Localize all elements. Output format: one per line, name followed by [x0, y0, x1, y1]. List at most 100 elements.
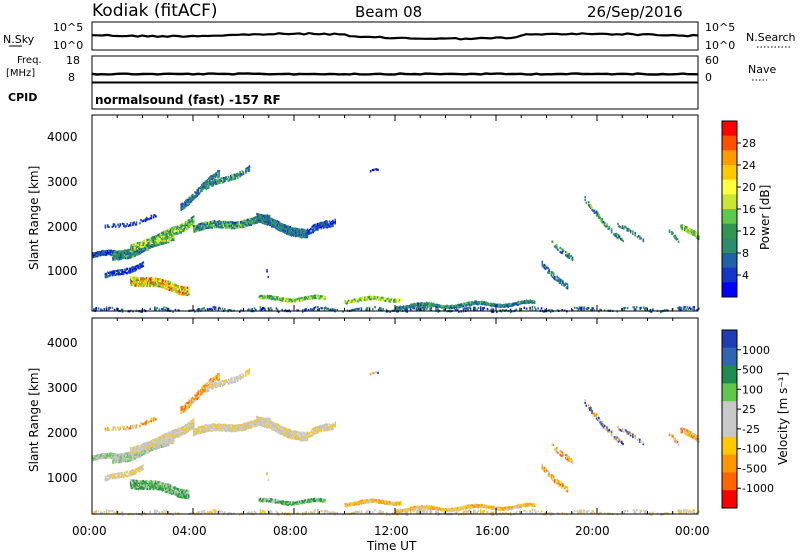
range-cell	[236, 424, 239, 427]
range-cell	[154, 484, 157, 487]
range-cell	[302, 310, 304, 313]
range-cell	[276, 228, 279, 231]
range-cell	[152, 277, 155, 280]
range-cell	[142, 280, 144, 283]
range-cell	[160, 442, 163, 445]
range-cell	[261, 497, 263, 500]
range-cell	[231, 174, 233, 177]
range-cell	[155, 235, 157, 238]
range-cell	[282, 500, 285, 503]
range-cell	[263, 419, 265, 422]
range-cell	[164, 239, 167, 242]
range-cell	[398, 306, 400, 309]
range-cell	[220, 226, 223, 229]
range-cell	[467, 301, 469, 304]
range-cell	[475, 302, 477, 305]
range-cell	[145, 242, 147, 245]
range-cell	[135, 283, 138, 286]
range-cell	[427, 302, 429, 305]
range-cell	[152, 486, 155, 489]
range-cell	[284, 229, 287, 232]
range-cell	[132, 270, 134, 273]
range-cell	[115, 257, 118, 260]
range-cell	[174, 308, 177, 311]
range-cell	[146, 451, 149, 454]
range-cell	[334, 218, 336, 221]
range-cell	[211, 220, 213, 223]
range-cell	[322, 297, 324, 300]
range-cell	[248, 219, 250, 223]
range-cell	[350, 301, 352, 304]
range-cell	[190, 399, 193, 402]
range-cell	[233, 427, 235, 430]
range-cell	[471, 301, 474, 304]
range-cell	[211, 379, 213, 382]
range-cell	[144, 486, 147, 490]
range-cell	[548, 271, 550, 274]
range-cell	[113, 255, 115, 258]
range-cell	[277, 501, 279, 504]
range-cell	[477, 303, 480, 306]
range-cell	[174, 487, 176, 491]
range-cell	[228, 424, 231, 427]
range-cell	[134, 453, 136, 456]
range-cell	[170, 228, 172, 231]
range-cell	[246, 220, 249, 223]
range-cell	[207, 177, 210, 180]
range-cell	[251, 424, 254, 427]
range-cell	[113, 474, 116, 477]
range-cell	[284, 501, 286, 504]
range-cell	[105, 308, 108, 311]
range-cell	[318, 425, 320, 428]
range-cell	[129, 486, 132, 489]
range-cell	[584, 196, 586, 199]
range-cell	[131, 473, 133, 476]
range-cell	[325, 222, 327, 225]
range-cell	[178, 291, 181, 294]
range-cell	[126, 267, 128, 270]
range-cell	[181, 205, 184, 208]
range-cell	[183, 425, 186, 428]
range-cell	[473, 303, 475, 306]
range-cell	[299, 435, 302, 438]
range-cell	[375, 298, 378, 301]
range-cell	[233, 173, 236, 176]
range-cell	[97, 454, 100, 457]
range-cell	[610, 227, 613, 230]
range-cell	[104, 224, 107, 227]
range-cell	[137, 249, 140, 252]
range-cell	[186, 495, 189, 498]
range-cell	[105, 253, 108, 256]
range-cell	[568, 253, 570, 256]
range-cell	[157, 278, 159, 281]
range-cell	[176, 232, 179, 235]
range-cell	[551, 240, 554, 243]
range-cell	[190, 401, 193, 404]
range-cell	[440, 304, 443, 307]
range-cell	[516, 301, 519, 304]
range-cell	[287, 501, 289, 504]
range-cell	[122, 453, 125, 456]
range-cell	[328, 225, 331, 228]
range-cell	[510, 303, 513, 306]
range-cell	[693, 308, 695, 311]
range-cell	[184, 290, 187, 293]
range-cell	[158, 232, 161, 236]
range-cell	[216, 171, 218, 175]
range-cell	[135, 479, 138, 482]
range-cell	[120, 475, 123, 478]
range-cell	[531, 302, 534, 305]
range-cell	[193, 397, 195, 400]
range-cell	[266, 422, 269, 425]
range-cell	[121, 269, 124, 272]
range-cell	[148, 218, 150, 221]
colorbar-tick-label: 16	[742, 203, 756, 216]
range-cell	[121, 272, 124, 276]
range-cell	[263, 497, 265, 500]
range-cell	[457, 303, 459, 307]
range-cell	[108, 249, 110, 252]
range-cell	[123, 270, 125, 273]
range-cell	[108, 252, 110, 256]
range-cell	[119, 455, 121, 458]
range-cell	[688, 227, 691, 230]
